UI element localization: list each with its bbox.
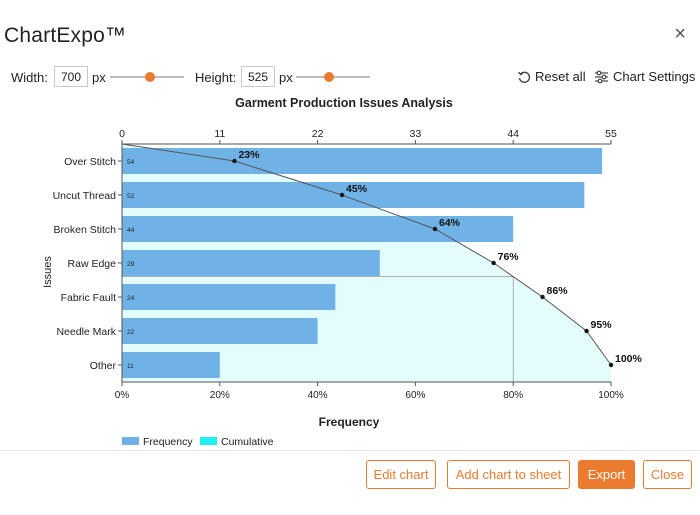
chart-settings-label: Chart Settings — [613, 69, 696, 84]
close-button[interactable]: Close — [643, 460, 692, 489]
top-tick-label-1: 11 — [214, 128, 225, 140]
category-label-0: Over Stitch — [64, 156, 116, 168]
reset-all-label: Reset all — [535, 69, 586, 84]
top-tick-label-0: 0 — [119, 128, 125, 140]
legend-label-frequency: Frequency — [143, 436, 193, 448]
cumulative-point-2 — [432, 226, 438, 232]
cumulative-label-3: 76% — [498, 251, 520, 263]
bar-3 — [122, 250, 380, 276]
legend-label-cumulative: Cumulative — [221, 436, 274, 448]
bar-5 — [122, 318, 318, 344]
close-icon[interactable]: × — [674, 23, 686, 45]
cumulative-point-0 — [232, 158, 237, 164]
bottom-tick-label-0: 0% — [115, 390, 130, 401]
cumulative-point-3 — [491, 260, 496, 266]
bar-value-label-5: 22 — [127, 329, 135, 336]
dialog-title: ChartExpo™ — [4, 24, 127, 47]
width-input[interactable] — [54, 66, 88, 87]
category-label-1: Uncut Thread — [53, 190, 117, 202]
bottom-tick-label-4: 80% — [503, 390, 523, 401]
bottom-tick-label-2: 40% — [308, 390, 328, 401]
cumulative-point-6 — [608, 362, 614, 368]
cumulative-line — [121, 143, 612, 366]
reset-all-button[interactable]: Reset all — [517, 69, 586, 84]
reset-icon — [518, 71, 531, 83]
width-label: Width: — [11, 70, 48, 85]
legend-swatch-frequency — [122, 437, 139, 445]
category-label-4: Fabric Fault — [61, 292, 117, 304]
height-unit: px — [279, 70, 293, 85]
edit-chart-button[interactable]: Edit chart — [366, 460, 436, 489]
pareto-chart: Garment Production Issues Analysis Frequ… — [42, 96, 643, 448]
category-label-3: Raw Edge — [68, 258, 117, 270]
cumulative-label-1: 45% — [346, 183, 368, 195]
cumulative-point-4 — [540, 294, 545, 300]
bar-6 — [122, 352, 220, 378]
cumulative-label-4: 86% — [547, 285, 569, 297]
bar-1 — [122, 182, 585, 208]
toolbar: Width: px Height: px Reset all — [0, 66, 700, 90]
bar-value-label-1: 52 — [127, 193, 135, 200]
cumulative-label-5: 95% — [591, 319, 613, 331]
cumulative-point-5 — [584, 328, 589, 334]
bar-value-label-4: 24 — [127, 295, 135, 302]
bar-4 — [122, 284, 336, 310]
category-label-2: Broken Stitch — [54, 224, 117, 236]
bottom-tick-label-3: 60% — [405, 390, 425, 401]
width-slider-thumb[interactable] — [145, 72, 155, 82]
y-axis-title: Issues — [42, 256, 54, 288]
footer-divider — [0, 450, 700, 451]
legend: Frequency Cumulative — [122, 436, 274, 448]
top-tick-label-3: 33 — [410, 128, 422, 140]
top-tick-label-5: 55 — [605, 128, 617, 140]
width-slider[interactable] — [110, 72, 184, 82]
height-slider-thumb[interactable] — [324, 72, 334, 82]
bar-value-label-0: 54 — [127, 159, 135, 166]
plot-area: 54 Over Stitch 52 Uncut Thread 44 Broken Stit… — [53, 128, 643, 401]
add-chart-to-sheet-button[interactable]: Add chart to sheet — [447, 460, 570, 489]
chart-area: Garment Production Issues Analysis Frequ… — [0, 92, 700, 452]
cumulative-label-6: 100% — [615, 353, 643, 365]
top-tick-label-4: 44 — [507, 128, 519, 140]
export-button[interactable]: Export — [578, 460, 635, 489]
x-axis-title: Frequency — [319, 415, 380, 429]
bar-value-label-6: 11 — [127, 363, 134, 370]
height-slider[interactable] — [296, 72, 370, 82]
chart-title: Garment Production Issues Analysis — [235, 96, 453, 110]
category-label-6: Other — [90, 360, 117, 372]
bar-0 — [122, 148, 603, 174]
bar-value-label-2: 44 — [127, 227, 135, 234]
sliders-icon — [595, 70, 608, 83]
cumulative-point-1 — [339, 192, 345, 198]
category-label-5: Needle Mark — [56, 326, 116, 338]
cumulative-label-0: 23% — [238, 149, 260, 161]
height-input[interactable] — [241, 66, 275, 87]
chart-settings-button[interactable]: Chart Settings — [594, 69, 695, 84]
bottom-tick-label-1: 20% — [210, 390, 230, 401]
cumulative-label-2: 64% — [439, 217, 461, 229]
bar-value-label-3: 29 — [127, 261, 135, 268]
width-unit: px — [92, 70, 106, 85]
top-tick-label-2: 22 — [312, 128, 324, 140]
height-label: Height: — [195, 70, 237, 85]
bar-2 — [122, 216, 514, 242]
legend-swatch-cumulative — [200, 437, 217, 445]
bottom-tick-label-5: 100% — [598, 390, 624, 401]
